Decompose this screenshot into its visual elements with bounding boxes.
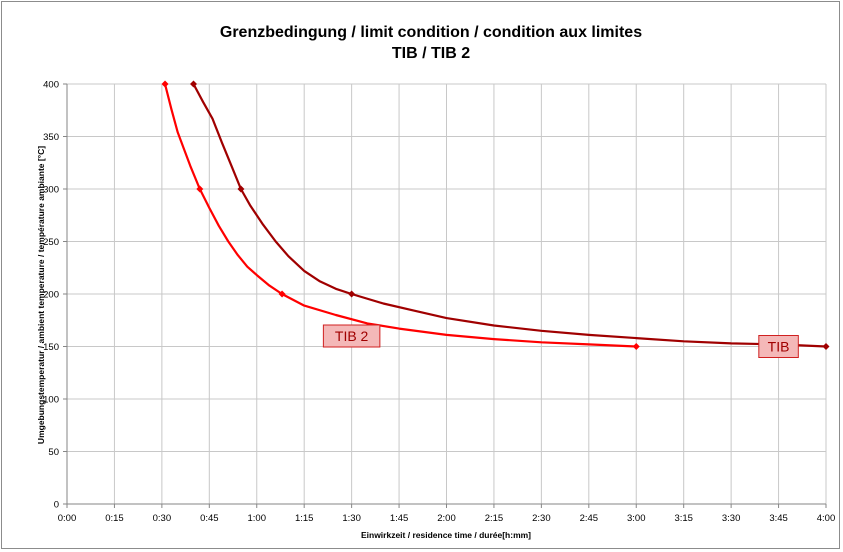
x-tick-label: 4:00	[817, 513, 836, 524]
x-tick-label: 3:00	[627, 513, 646, 524]
grid	[67, 83, 827, 504]
y-tick-label: 150	[43, 342, 59, 353]
data-point-tib-2	[278, 290, 286, 298]
x-tick-label: 1:45	[390, 513, 409, 524]
x-tick-label: 3:45	[769, 513, 788, 524]
data-point-tib	[237, 185, 245, 193]
series-labels: TIB 2 TIB	[322, 324, 799, 358]
x-tick-label: 2:15	[485, 513, 504, 524]
y-tick-label: 50	[48, 447, 59, 458]
series-label-box-tib	[758, 335, 799, 358]
axes	[63, 83, 827, 508]
y-tick-label: 250	[43, 237, 59, 248]
x-tick-label: 0:15	[105, 513, 124, 524]
y-tick-label: 400	[43, 80, 59, 91]
x-tick-label: 1:30	[342, 513, 361, 524]
data-point-tib	[190, 80, 197, 88]
y-tick-label: 0	[54, 500, 59, 511]
x-tick-label: 2:45	[580, 513, 599, 524]
series-line-tib	[192, 83, 827, 348]
series-line-tib-2	[163, 83, 637, 348]
x-tick-label: 0:30	[153, 513, 172, 524]
x-tick-labels: 0:00 0:15 0:30 0:45 1:00 1:15 1:30 1:45 2:00 2:15…	[58, 513, 836, 524]
x-axis-title: Einwirkzeit / residence time / durée[h:m…	[361, 530, 531, 540]
data-point-tib	[822, 343, 830, 350]
x-tick-label: 2:00	[437, 513, 456, 524]
series-label-tib: TIB	[768, 339, 790, 355]
y-tick-label: 300	[43, 185, 59, 196]
chart-subtitle: TIB / TIB 2	[392, 45, 470, 62]
x-tick-label: 1:00	[248, 513, 267, 524]
y-tick-labels: 0 50 100 150 200 250 300 350 400	[43, 80, 59, 511]
x-tick-label: 3:30	[722, 513, 741, 524]
x-tick-label: 2:30	[532, 513, 551, 524]
y-tick-label: 200	[43, 290, 59, 301]
y-tick-label: 350	[43, 132, 59, 143]
data-point-tib	[348, 290, 356, 298]
y-tick-label: 100	[43, 395, 59, 406]
series-label-tib-2: TIB 2	[335, 328, 369, 344]
series-label-box-tib-2	[322, 324, 381, 348]
x-tick-label: 0:00	[58, 513, 77, 524]
chart-title: Grenzbedingung / limit condition / condi…	[220, 24, 642, 41]
series-group	[161, 80, 830, 350]
data-point-tib-2	[632, 343, 640, 350]
data-point-tib-2	[196, 185, 204, 193]
x-tick-label: 0:45	[200, 513, 219, 524]
x-tick-label: 3:15	[674, 513, 693, 524]
y-axis-title: Umgebungstemperatur / ambient temperatur…	[36, 146, 46, 444]
data-point-tib-2	[161, 80, 169, 88]
x-tick-label: 1:15	[295, 513, 314, 524]
